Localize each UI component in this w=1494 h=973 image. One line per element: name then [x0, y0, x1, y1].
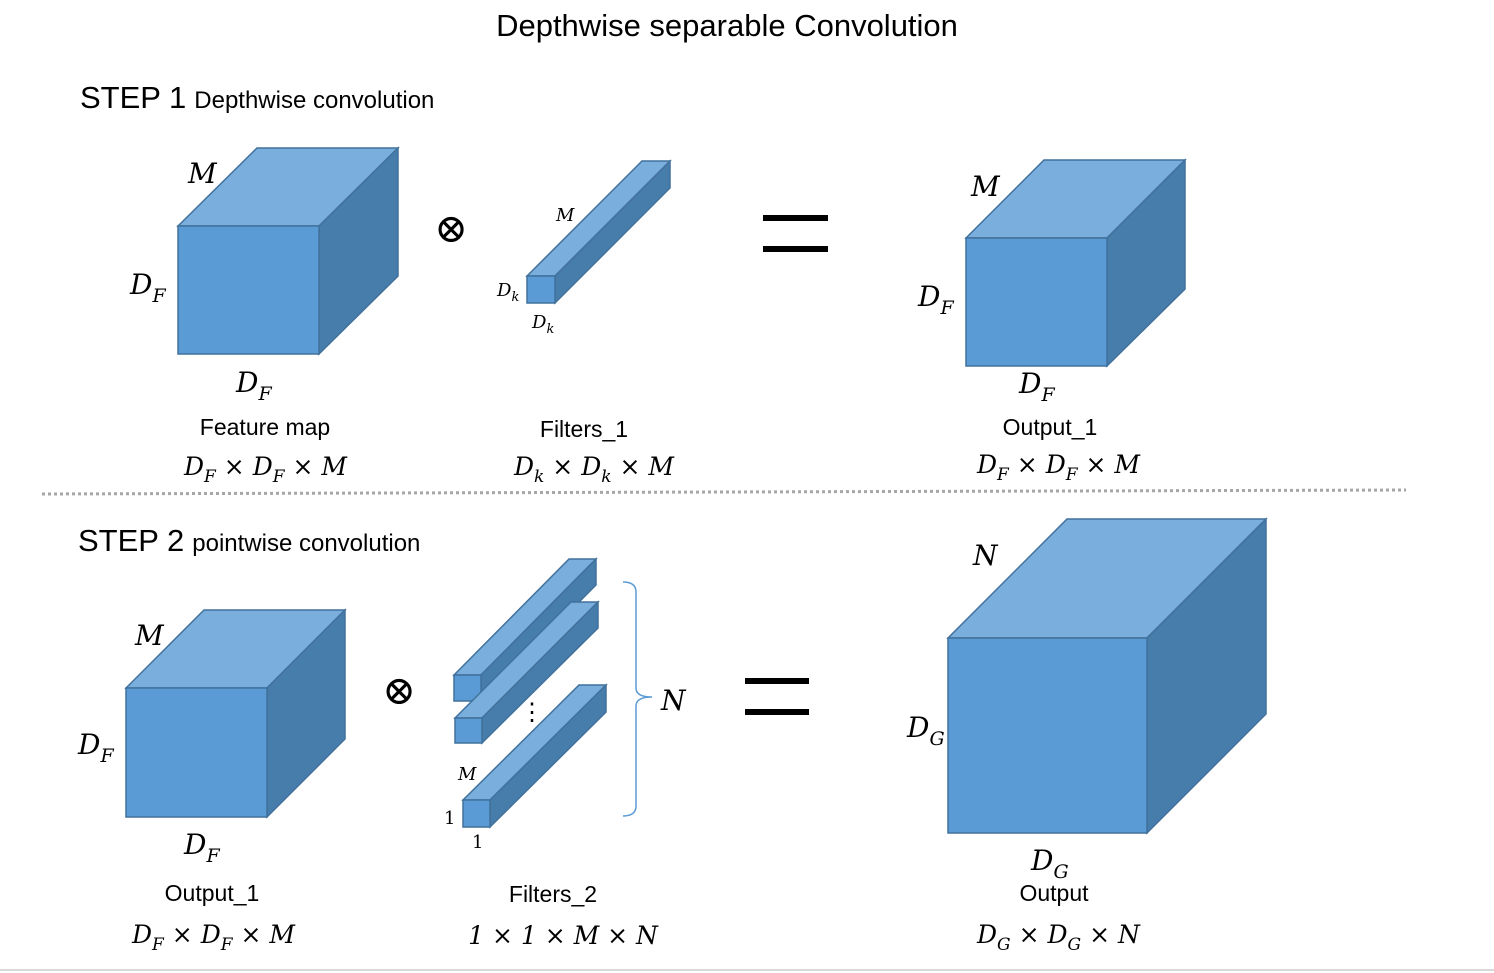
- diagram-title: Depthwise separable Convolution: [496, 8, 958, 43]
- step2-output-cube: [946, 517, 1268, 835]
- step2-input-height-label: DF: [77, 728, 114, 767]
- step2-filter-ellipsis: ⋮: [520, 698, 544, 726]
- step2-input-cube: [124, 608, 347, 819]
- step1-filter-width-label: Dk: [531, 312, 554, 337]
- step2-heading: STEP 2 pointwise convolution: [78, 523, 420, 558]
- step1-heading: STEP 1 Depthwise convolution: [80, 80, 434, 115]
- step2-output-height-label: DG: [906, 711, 945, 750]
- step1-input-width-label: DF: [235, 366, 272, 405]
- step1-output-depth-label: M: [970, 170, 1001, 203]
- step1-filter-caption: Filters_1: [540, 416, 628, 442]
- step1-input-height-label: DF: [129, 268, 166, 307]
- step1-convolution-operator: ⊗: [434, 206, 468, 252]
- step2-output-width-label: DG: [1030, 844, 1069, 883]
- step-divider: [41, 488, 1407, 496]
- step1-filter-height-label: Dk: [496, 280, 519, 305]
- step1-output-formula: DF × DF × M: [976, 450, 1141, 485]
- step1-output-width-label: DF: [1018, 367, 1055, 406]
- filter-count-brace: [622, 581, 653, 817]
- step1-filter-depth-label: M: [555, 205, 575, 226]
- step2-output-formula: DG × DG × N: [976, 920, 1141, 955]
- step2-filter-height-label: 1: [444, 808, 455, 829]
- step2-filter-width-label: 1: [472, 832, 483, 853]
- step1-output-height-label: DF: [917, 280, 954, 319]
- step2-output-depth-label: N: [972, 539, 999, 572]
- step2-filter-bar-2: [453, 600, 600, 745]
- step1-output-caption: Output_1: [1003, 414, 1098, 440]
- step2-filter-depth-label: M: [457, 764, 477, 785]
- step1-input-cube: [176, 146, 400, 356]
- step1-output-cube: [964, 158, 1187, 368]
- step2-filter-formula: 1 × 1 × M × N: [468, 921, 659, 950]
- step1-filter-bar: [525, 159, 672, 305]
- step2-output-caption: Output: [1019, 880, 1089, 906]
- step2-input-formula: DF × DF × M: [131, 920, 296, 955]
- step1-equals-sign: [763, 215, 828, 252]
- step2-input-width-label: DF: [183, 828, 220, 867]
- step1-filter-formula: Dk × Dk × M: [513, 452, 675, 487]
- step2-filter-caption: Filters_2: [509, 881, 597, 907]
- step1-input-caption: Feature map: [200, 414, 330, 440]
- step2-equals-sign: [745, 678, 809, 715]
- step1-input-depth-label: M: [187, 157, 218, 190]
- step2-input-caption: Output_1: [165, 880, 260, 906]
- step2-filter-bar-n: [461, 683, 608, 829]
- step2-filter-count-label: N: [660, 684, 687, 717]
- step1-input-formula: DF × DF × M: [183, 452, 348, 487]
- step2-input-depth-label: M: [134, 619, 165, 652]
- step2-convolution-operator: ⊗: [382, 668, 416, 714]
